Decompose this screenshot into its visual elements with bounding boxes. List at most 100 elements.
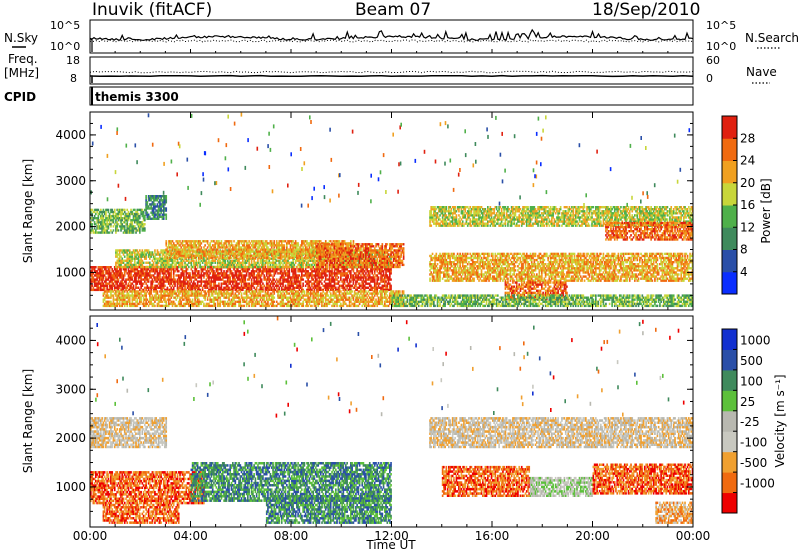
range-cell	[317, 272, 320, 275]
range-cell	[293, 270, 296, 273]
range-cell	[307, 284, 309, 287]
range-cell	[130, 263, 132, 267]
range-cell	[137, 278, 140, 281]
range-cell	[100, 288, 102, 292]
range-cell	[201, 257, 204, 260]
range-cell	[167, 265, 170, 269]
range-cell	[317, 280, 320, 283]
range-cell	[283, 268, 286, 271]
range-cell	[135, 263, 137, 267]
range-cell	[225, 288, 228, 292]
range-cell	[108, 276, 111, 279]
nsky-label: N.Sky	[4, 31, 38, 45]
range-cell	[249, 276, 252, 279]
range-cell	[136, 268, 139, 271]
range-cell	[233, 284, 235, 287]
range-cell	[194, 272, 196, 275]
range-cell	[381, 278, 384, 281]
range-cell	[214, 276, 217, 279]
range-cell	[160, 261, 162, 264]
range-cell	[234, 278, 237, 281]
range-cell	[319, 268, 322, 271]
range-cell	[140, 284, 142, 287]
range-cell	[105, 225, 107, 228]
range-cell	[157, 278, 160, 281]
range-cell	[340, 270, 342, 273]
range-cell	[206, 272, 209, 275]
range-cell	[356, 274, 358, 277]
range-cell	[306, 246, 308, 249]
range-cell	[292, 274, 294, 277]
range-cell	[225, 272, 228, 275]
range-cell	[220, 282, 223, 285]
range-cell	[176, 259, 179, 262]
range-cell	[333, 272, 336, 275]
range-cell	[314, 280, 317, 283]
range-cell	[126, 253, 129, 256]
range-cell	[184, 282, 186, 285]
range-cell	[144, 223, 146, 226]
range-cell	[157, 276, 160, 279]
range-cell	[211, 259, 214, 262]
range-cell	[156, 261, 159, 264]
range-cell	[284, 278, 287, 281]
range-cell	[181, 280, 184, 283]
range-cell	[132, 227, 135, 230]
range-cell	[368, 270, 371, 273]
range-cell	[273, 268, 276, 271]
range-cell	[342, 272, 345, 275]
range-cell	[282, 272, 284, 275]
range-cell	[297, 276, 299, 279]
range-cell	[350, 270, 352, 273]
range-cell	[137, 263, 140, 267]
range-cell	[161, 199, 164, 202]
range-cell	[116, 223, 119, 226]
range-cell	[279, 280, 282, 283]
range-cell	[139, 217, 141, 220]
range-cell	[145, 274, 147, 277]
range-cell	[185, 274, 188, 277]
range-cell	[132, 286, 135, 289]
range-cell	[253, 276, 255, 279]
nave-series-line	[89, 70, 694, 74]
range-cell	[189, 284, 191, 287]
range-cell	[317, 288, 320, 292]
range-cell	[215, 278, 218, 281]
range-cell	[127, 272, 130, 275]
range-cell	[98, 272, 101, 275]
nsearch-tick-top: 10^5	[706, 19, 736, 32]
range-cell	[108, 268, 111, 271]
range-cell	[348, 288, 351, 292]
range-cell	[105, 272, 107, 275]
range-cell	[144, 214, 146, 218]
range-cell	[233, 263, 235, 267]
range-cell	[134, 227, 136, 230]
range-cell	[159, 265, 161, 269]
range-cell	[127, 265, 130, 269]
range-cell	[348, 270, 351, 273]
range-cell	[365, 278, 367, 281]
range-cell	[106, 286, 108, 289]
range-cell	[247, 256, 249, 259]
range-cell	[226, 286, 229, 289]
range-cell	[112, 278, 115, 281]
range-cell	[111, 219, 114, 222]
range-cell	[108, 274, 111, 277]
range-cell	[390, 270, 392, 273]
range-cell	[365, 268, 367, 271]
range-cell	[116, 266, 119, 269]
range-cell	[120, 274, 122, 277]
range-cell	[201, 280, 204, 283]
range-cell	[226, 246, 229, 249]
range-cell	[367, 272, 370, 275]
range-cell	[96, 278, 98, 281]
range-cell	[117, 261, 120, 264]
range-cell	[115, 286, 117, 289]
range-cell	[218, 274, 220, 277]
range-cell	[355, 288, 357, 292]
range-cell	[323, 280, 326, 283]
range-cell	[160, 215, 162, 218]
range-cell	[145, 270, 147, 273]
range-cell	[337, 276, 340, 279]
range-cell	[382, 278, 385, 281]
